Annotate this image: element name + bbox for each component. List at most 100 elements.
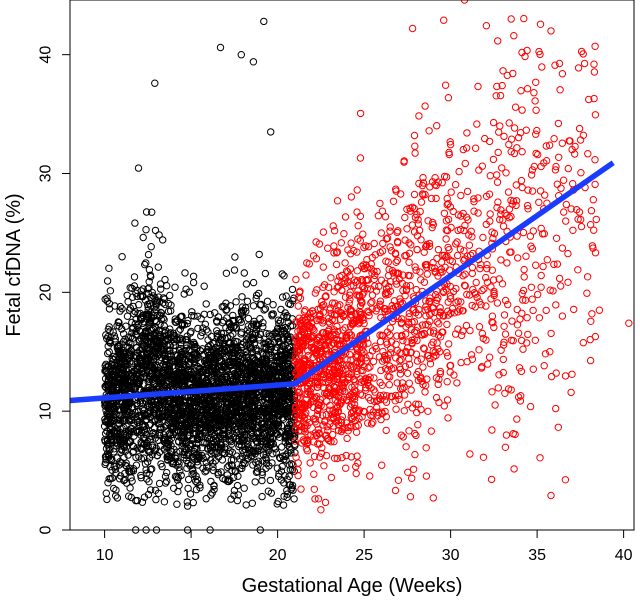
data-point-low-ga [103, 370, 112, 378]
data-point-high-ga [296, 294, 305, 303]
data-point-low-ga [121, 376, 130, 384]
data-point-low-ga [194, 394, 203, 403]
data-point-high-ga [470, 197, 478, 206]
data-point-high-ga [457, 331, 466, 340]
data-point-high-ga [558, 70, 567, 78]
data-point-low-ga [222, 324, 230, 332]
data-point-low-ga [103, 380, 112, 389]
data-point-high-ga [470, 207, 478, 215]
data-point-low-ga [101, 429, 110, 438]
data-point-low-ga [279, 501, 288, 509]
data-point-high-ga [443, 396, 452, 404]
data-point-low-ga [218, 365, 227, 374]
data-point-low-ga [261, 305, 270, 313]
data-point-low-ga [161, 479, 170, 487]
data-point-low-ga [290, 495, 298, 503]
data-point-low-ga [186, 490, 195, 498]
data-point-high-ga [519, 228, 528, 237]
data-point-low-ga [243, 350, 252, 358]
data-point-high-ga [326, 401, 334, 410]
data-point-high-ga [527, 283, 536, 291]
data-point-low-ga [105, 348, 113, 356]
data-point-low-ga [208, 371, 217, 379]
data-point-high-ga [488, 426, 496, 434]
data-point-low-ga [236, 465, 244, 473]
data-point-low-ga [188, 470, 196, 478]
data-point-high-ga [306, 459, 314, 467]
data-point-low-ga [121, 461, 130, 469]
data-point-low-ga [247, 366, 256, 375]
data-point-high-ga [500, 132, 508, 141]
data-point-low-ga [202, 495, 210, 503]
data-point-low-ga [116, 359, 125, 368]
data-point-low-ga [207, 332, 216, 341]
data-point-high-ga [558, 244, 567, 252]
data-point-low-ga [212, 434, 220, 443]
data-point-low-ga [140, 358, 148, 367]
data-point-high-ga [480, 285, 488, 293]
data-point-low-ga [277, 467, 286, 475]
data-point-high-ga [564, 278, 572, 286]
data-point-low-ga [196, 484, 204, 492]
data-point-high-ga [497, 256, 505, 264]
data-point-low-ga [156, 425, 164, 433]
data-point-low-ga [275, 339, 283, 347]
data-point-high-ga [467, 351, 476, 359]
data-point-high-ga [324, 244, 332, 252]
data-point-high-ga [589, 196, 597, 204]
data-point-low-ga [227, 437, 235, 446]
data-point-low-ga [174, 432, 183, 440]
data-point-low-ga [139, 334, 148, 342]
data-point-high-ga [514, 254, 522, 262]
data-point-low-ga [178, 336, 187, 344]
data-point-low-ga [151, 294, 159, 302]
data-point-high-ga [356, 212, 365, 221]
data-point-high-ga [292, 275, 300, 284]
data-point-high-ga [366, 472, 374, 480]
data-point-low-ga [283, 313, 291, 322]
data-point-low-ga [149, 325, 158, 333]
data-point-high-ga [529, 365, 537, 373]
data-point-low-ga [129, 447, 138, 455]
data-point-low-ga [234, 371, 243, 379]
data-point-high-ga [392, 405, 400, 413]
data-point-low-ga [199, 464, 207, 472]
data-point-low-ga [138, 498, 147, 506]
data-point-low-ga [189, 278, 198, 287]
data-point-high-ga [445, 340, 453, 348]
data-point-high-ga [408, 474, 416, 482]
data-point-high-ga [333, 197, 342, 205]
data-point-low-ga [260, 306, 268, 314]
data-point-low-ga [189, 498, 198, 507]
data-point-low-ga [283, 366, 291, 374]
data-point-low-ga [193, 398, 201, 406]
data-point-low-ga [285, 433, 293, 441]
data-point-low-ga [207, 433, 215, 442]
data-point-low-ga [163, 368, 172, 376]
data-point-high-ga [410, 204, 418, 213]
data-point-low-ga [118, 366, 126, 374]
data-point-low-ga [230, 491, 238, 499]
data-point-high-ga [382, 235, 391, 243]
data-point-low-ga [208, 367, 216, 375]
data-point-high-ga [474, 194, 482, 202]
data-point-low-ga [252, 468, 261, 476]
data-point-low-ga [174, 487, 182, 496]
data-point-low-ga [189, 338, 198, 347]
data-point-low-ga [133, 400, 141, 408]
data-point-low-ga [275, 319, 283, 328]
data-point-low-ga [163, 477, 171, 485]
data-point-high-ga [520, 265, 528, 274]
data-point-low-ga [112, 486, 120, 494]
data-point-high-ga [382, 398, 391, 406]
data-point-low-ga [231, 371, 239, 379]
data-point-low-ga [278, 392, 287, 401]
data-point-low-ga [128, 318, 136, 327]
data-point-low-ga [154, 363, 162, 372]
data-point-low-ga [219, 349, 227, 358]
data-point-high-ga [577, 169, 585, 177]
data-point-high-ga [536, 187, 545, 195]
data-point-low-ga [230, 266, 239, 274]
data-point-low-ga [145, 278, 153, 286]
data-point-high-ga [532, 130, 540, 138]
